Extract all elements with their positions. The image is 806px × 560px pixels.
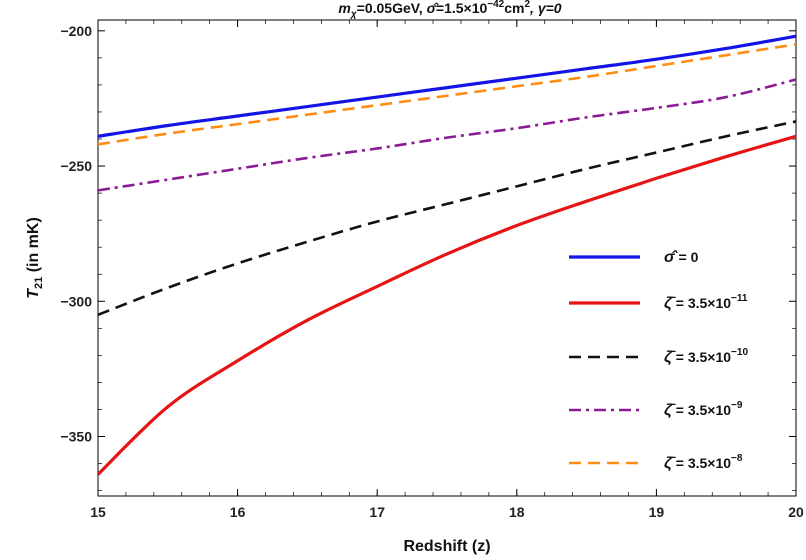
legend-label-3: ζ̄ = 3.5×10−9 — [664, 400, 743, 419]
plot-frame — [97, 19, 797, 497]
title-sigma-unit-exp: 2 — [524, 0, 530, 10]
legend: σ̂ = 0 ζ̄ = 3.5×10−11 ζ̄ = 3.5×10−10 ζ̄ = 3… — [569, 249, 748, 472]
x-tick-label: 16 — [230, 504, 246, 520]
x-tick-label: 18 — [509, 504, 525, 520]
series-line-1 — [96, 134, 797, 476]
y-tick-label: −350 — [60, 429, 92, 445]
title-mass-symbol: m — [338, 0, 350, 16]
series-line-4 — [97, 43, 797, 146]
legend-label-2: ζ̄ = 3.5×10−10 — [664, 347, 748, 366]
y-tick-label: −300 — [60, 293, 92, 309]
y-tick-label: −200 — [60, 23, 92, 39]
series-line-2 — [97, 120, 797, 317]
y-axis-title-rest: (in mK) — [25, 217, 42, 277]
legend-label-1: ζ̄ = 3.5×10−11 — [664, 293, 748, 312]
title-sigma-unit: cm — [504, 0, 524, 16]
y-axis-title-main: T — [25, 288, 42, 299]
x-tick-label: 19 — [649, 504, 665, 520]
series-line-0 — [97, 34, 797, 138]
y-axis-title: T21 (in mK) — [25, 217, 45, 299]
x-tick-label: 17 — [369, 504, 385, 520]
series-layer — [96, 34, 797, 476]
legend-label-4: ζ̄ = 3.5×10−8 — [664, 453, 743, 472]
title-mass-value: =0.05GeV, — [357, 0, 427, 16]
x-tick-label: 15 — [90, 504, 106, 520]
title-sigma-value: =1.5×10 — [436, 0, 488, 16]
y-axis-title-sub: 21 — [33, 277, 45, 289]
title-mass-sub: χ — [350, 9, 357, 20]
y-tick-label: −250 — [60, 158, 92, 174]
title-sigma-exp: −42 — [487, 0, 504, 10]
title-gamma: , γ=0 — [529, 0, 562, 16]
tick-group: 15 16 17 18 19 20 −350 −300 −250 −200 — [60, 20, 804, 520]
legend-label-0: σ̂ = 0 — [664, 249, 699, 266]
x-axis-title: Redshift (z) — [403, 538, 490, 555]
title-sigma-symbol: σ̂ — [427, 0, 439, 16]
x-tick-label: 20 — [788, 504, 804, 520]
chart-title: mχ=0.05GeV, σ̂=1.5×10−42cm2, γ=0 — [338, 0, 561, 20]
series-line-3 — [97, 78, 797, 192]
